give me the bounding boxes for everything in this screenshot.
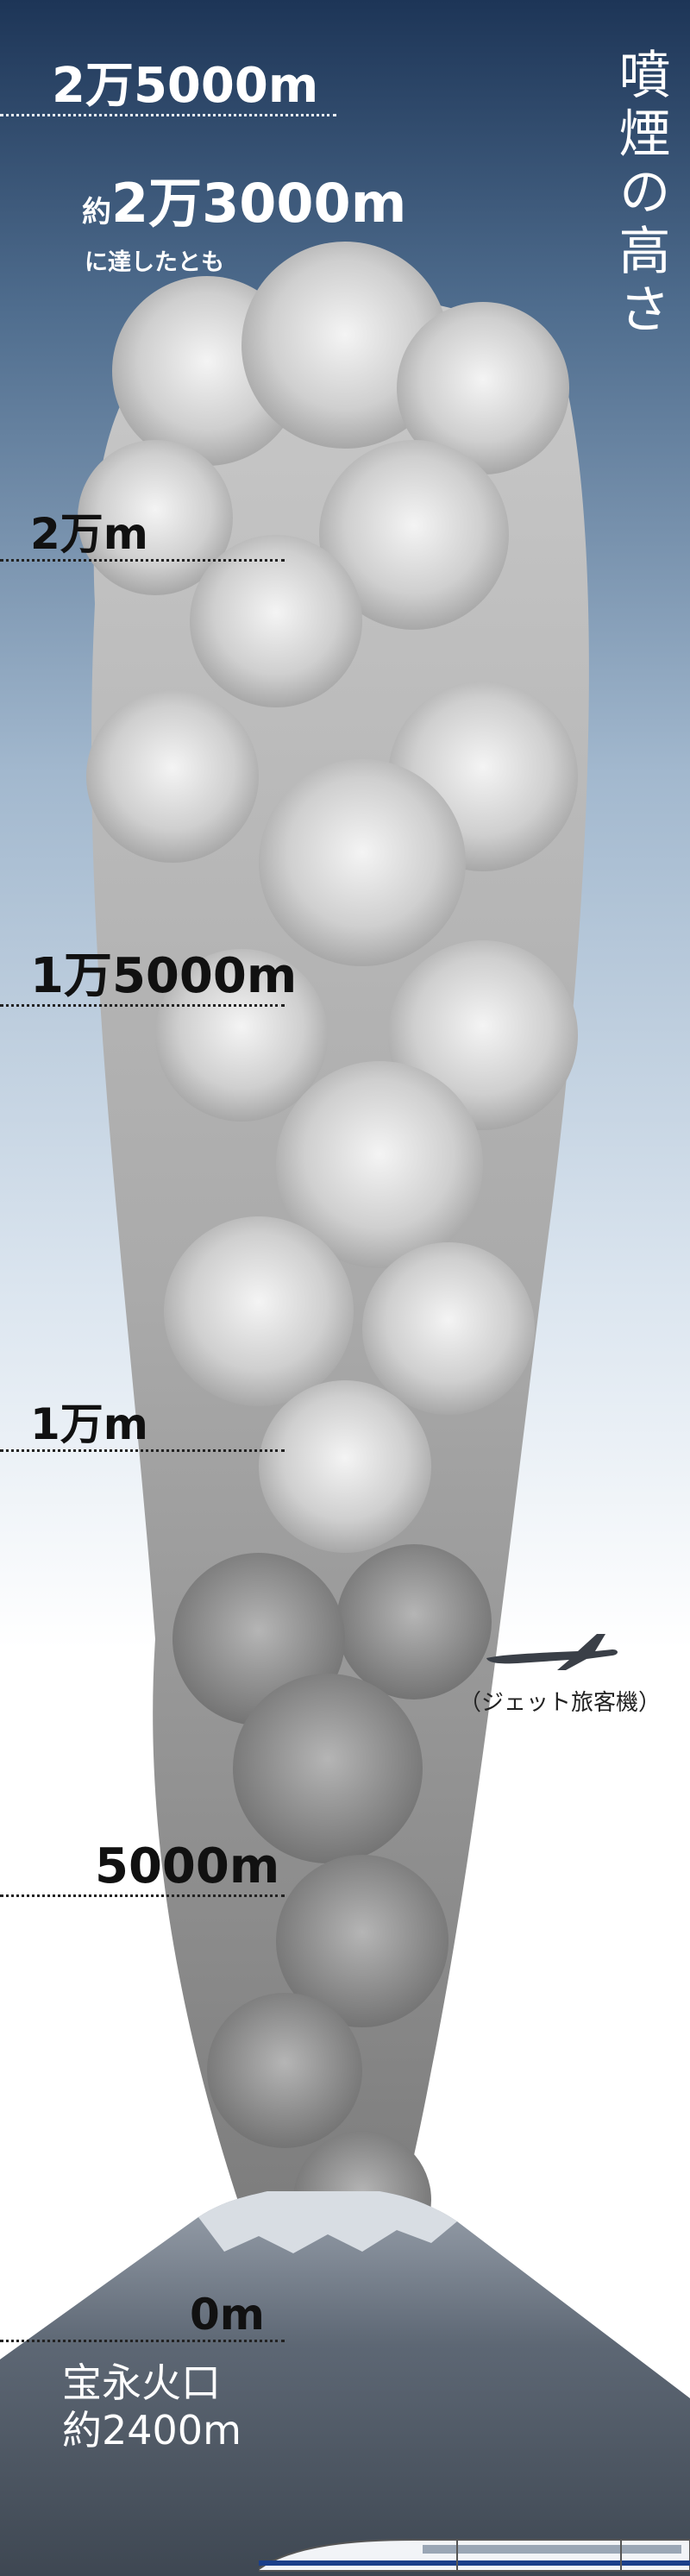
crater-label: 宝永火口 約2400m: [62, 2359, 242, 2454]
altitude-line-0: [0, 2340, 285, 2342]
altitude-label-25000: 2万5000m: [52, 58, 319, 114]
diagram-title: 噴煙の高さ: [610, 47, 670, 341]
altitude-label-0: 0m: [190, 2290, 265, 2340]
altitude-line-25000: [0, 114, 336, 116]
mountain: [0, 2191, 690, 2576]
altitude-line-10000: [0, 1449, 285, 1452]
altitude-line-20000: [0, 559, 285, 562]
peak-value: 2万3000m: [111, 172, 407, 235]
crater-elevation: 約2400m: [62, 2407, 242, 2454]
altitude-label-15000: 1万5000m: [30, 948, 298, 1004]
jet-caption: （ジェット旅客機）: [459, 1690, 662, 1716]
airplane-icon: [486, 1634, 618, 1670]
peak-suffix: に達したとも: [85, 249, 224, 276]
mountain-snow: [198, 2191, 457, 2253]
peak-height-note: 約2万3000m: [82, 177, 406, 230]
altitude-label-10000: 1万m: [30, 1399, 148, 1449]
altitude-label-5000: 5000m: [95, 1838, 280, 1894]
peak-prefix: 約: [82, 195, 111, 229]
plume-puffs: [78, 242, 578, 2269]
crater-name: 宝永火口: [62, 2359, 221, 2406]
altitude-line-5000: [0, 1894, 285, 1897]
altitude-label-20000: 2万m: [30, 509, 148, 559]
shinkansen-train-icon: [259, 2539, 690, 2572]
altitude-line-15000: [0, 1004, 285, 1007]
